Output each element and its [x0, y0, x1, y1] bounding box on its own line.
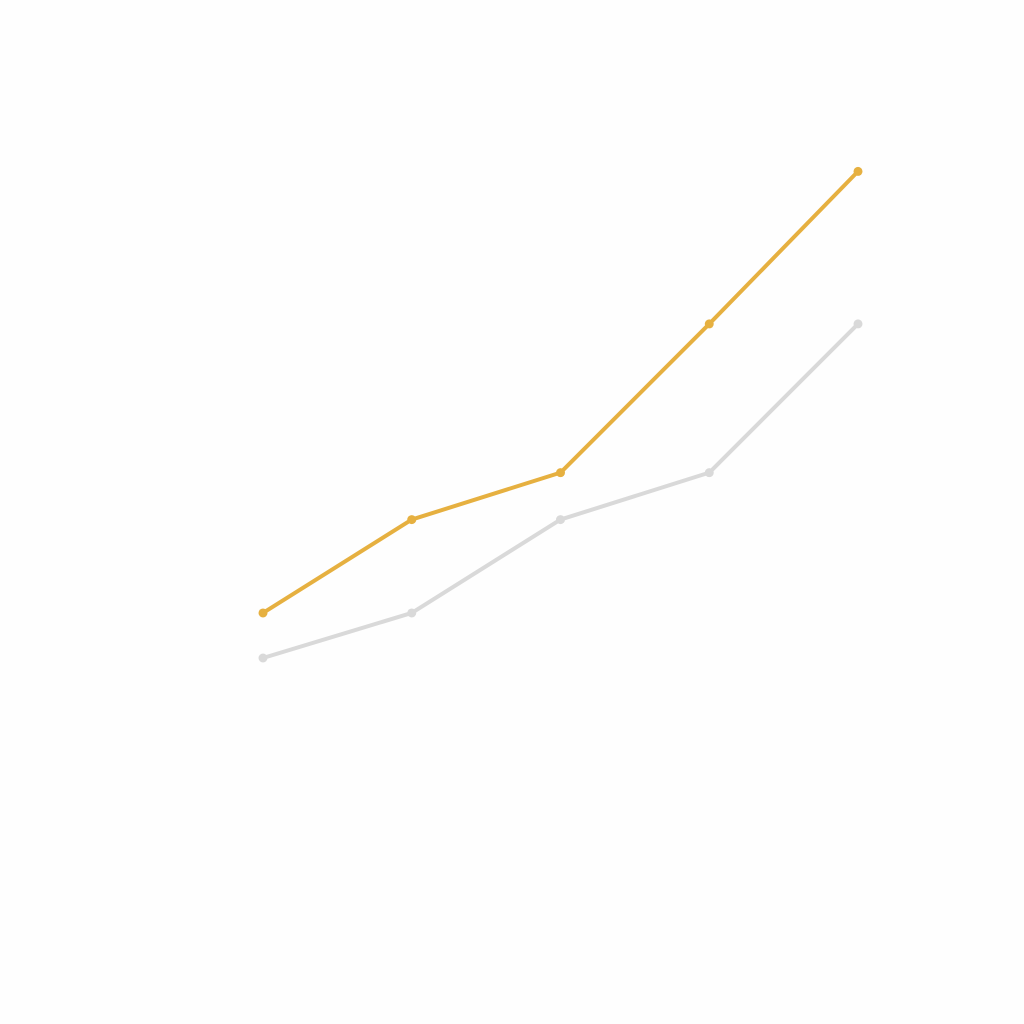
series-1-line [261, 170, 860, 615]
series-1-point [556, 468, 565, 478]
series-2-point [258, 653, 268, 663]
series-2-point [407, 608, 417, 618]
series-layer [258, 166, 863, 663]
series-1-point [704, 319, 714, 329]
series-1-group [258, 166, 863, 618]
series-2-point [704, 468, 714, 478]
series-1-point [258, 608, 268, 618]
series-1-point [853, 166, 863, 176]
series-2-point [556, 515, 565, 525]
series-1-point [407, 515, 417, 525]
series-2-line [262, 322, 860, 660]
series-2-group [258, 319, 863, 663]
series-2-point [853, 319, 863, 329]
